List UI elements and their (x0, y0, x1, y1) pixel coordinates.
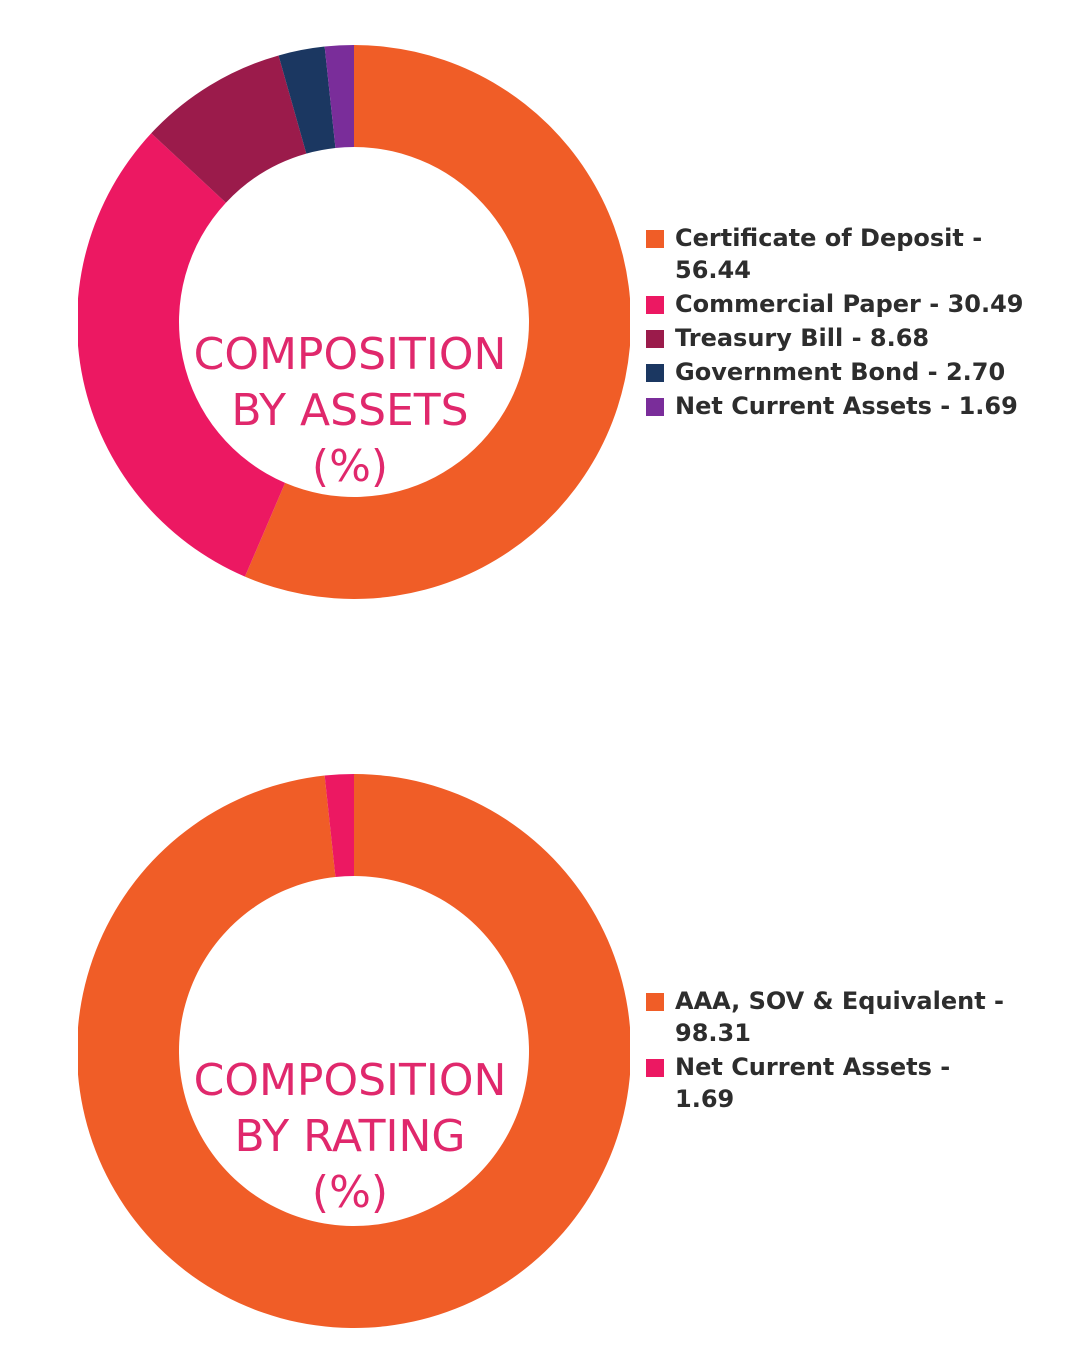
donut-chart-rating (78, 774, 630, 1328)
donut-slice-1 (324, 774, 354, 877)
legend: Certificate of Deposit - 56.44 Commercia… (646, 222, 1066, 424)
title-line: BY RATING (234, 1111, 466, 1162)
legend-item: AAA, SOV & Equivalent - 98.31 (646, 985, 1006, 1049)
legend-swatch (646, 230, 664, 248)
title-line: COMPOSITION (193, 329, 507, 380)
chart-center-title: COMPOSITION BY RATING (%) (160, 1053, 540, 1221)
donut-slice-1 (78, 133, 286, 577)
legend-label: Treasury Bill - 8.68 (675, 324, 930, 352)
donut-slice-4 (324, 45, 354, 148)
legend-swatch (646, 1059, 664, 1077)
legend-label: Net Current Assets - 1.69 (675, 1053, 951, 1113)
legend-swatch (646, 398, 664, 416)
donut-slice-3 (278, 46, 336, 154)
legend-swatch (646, 364, 664, 382)
legend-label: Net Current Assets - 1.69 (675, 392, 1018, 420)
chart-composition-by-rating: COMPOSITION BY RATING (%) AAA, SOV & Equ… (0, 774, 1088, 1334)
legend-item: Commercial Paper - 30.49 (646, 288, 1066, 320)
legend-item: Net Current Assets - 1.69 (646, 390, 1066, 422)
title-line: (%) (311, 441, 389, 492)
legend-item: Net Current Assets - 1.69 (646, 1051, 1006, 1115)
legend-label: AAA, SOV & Equivalent - 98.31 (675, 987, 1005, 1047)
legend-label: Government Bond - 2.70 (675, 358, 1006, 386)
legend-item: Treasury Bill - 8.68 (646, 322, 1066, 354)
title-line: BY ASSETS (231, 385, 469, 436)
title-line: (%) (311, 1167, 389, 1218)
legend-label: Commercial Paper - 30.49 (675, 290, 1024, 318)
donut-slice-0 (244, 45, 630, 599)
legend: AAA, SOV & Equivalent - 98.31 Net Curren… (646, 985, 1006, 1117)
chart-center-title: COMPOSITION BY ASSETS (%) (160, 327, 540, 495)
title-line: COMPOSITION (193, 1055, 507, 1106)
legend-swatch (646, 330, 664, 348)
legend-item: Certificate of Deposit - 56.44 (646, 222, 1066, 286)
chart-composition-by-assets: COMPOSITION BY ASSETS (%) Certificate of… (0, 45, 1088, 605)
legend-item: Government Bond - 2.70 (646, 356, 1066, 388)
legend-swatch (646, 993, 664, 1011)
legend-label: Certificate of Deposit - 56.44 (675, 224, 983, 284)
donut-slice-0 (78, 774, 630, 1328)
legend-swatch (646, 296, 664, 314)
donut-slice-2 (151, 55, 307, 203)
donut-chart-assets (78, 45, 630, 599)
